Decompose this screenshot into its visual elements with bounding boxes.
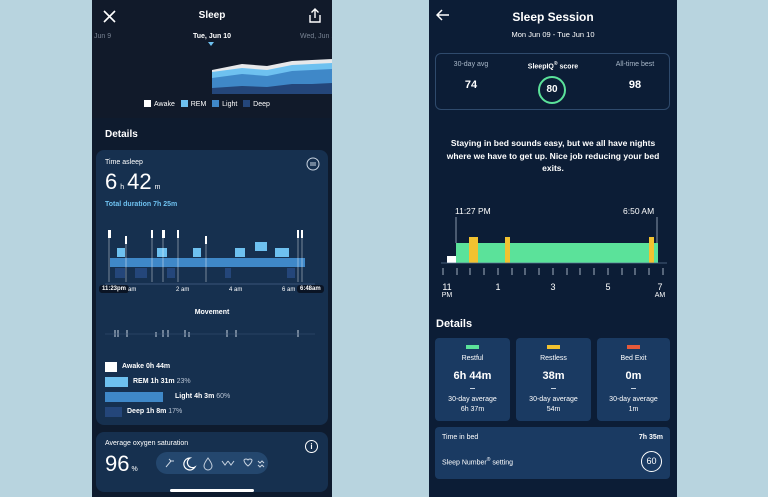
best-label: All-time best (615, 61, 655, 68)
awake-bar (105, 362, 117, 372)
restful-label: Restful (461, 355, 484, 362)
axis-7am: 7 AM (654, 282, 666, 299)
restful-value: 6h 44m (453, 370, 492, 382)
hypnogram-chart (105, 230, 315, 285)
axis-1: 1 (495, 282, 501, 292)
light-bar (105, 392, 163, 402)
hypnogram-tick-am: am (128, 287, 137, 293)
left-phone-screen: Sleep Jun 9 Tue, Jun 10 Wed, Jun 11 Awak… (92, 0, 332, 497)
movement-label: Movement (194, 309, 230, 316)
axis-11pm: 11 PM (441, 282, 453, 299)
avg-label: 30-day avg (453, 61, 489, 68)
date-next[interactable]: Wed, Jun 11 (300, 33, 332, 40)
time-in-bed-label: Time in bed (442, 434, 479, 441)
sleep-number-setting-dial[interactable]: 60 (641, 451, 662, 472)
time-in-bed-value: 7h 35m (638, 434, 663, 441)
hypnogram-tick-2am: 2 am (176, 287, 190, 293)
breakdown-icon[interactable] (306, 157, 320, 171)
bed-exit-avg-label: 30-day average (609, 396, 658, 403)
lungs-icon (165, 458, 174, 468)
back-arrow-icon[interactable] (436, 9, 450, 21)
moon-icon (183, 457, 197, 471)
restless-label: Restless (540, 355, 567, 362)
bed-exit-avg-value: 1m (628, 406, 639, 413)
date-prev[interactable]: Jun 9 (94, 33, 112, 40)
oxygen-value: 96% (105, 451, 138, 476)
time-asleep-card (96, 150, 328, 425)
wave-icon (221, 460, 235, 466)
awake-row: Awake 0h 44m (122, 363, 171, 370)
sleepiq-score-ring: 80 (538, 76, 566, 104)
breath-icon (257, 460, 265, 468)
hypnogram-tick-4am: 4 am (229, 287, 243, 293)
restless-color-swatch (547, 345, 560, 349)
bed-exit-divider (631, 388, 636, 389)
sleep-start-time: 11:23pm (99, 285, 130, 293)
page-title: Sleep (198, 10, 226, 21)
drop-icon (203, 457, 213, 471)
right-phone-screen: Sleep Session Mon Jun 09 - Tue Jun 10 30… (429, 0, 677, 497)
legend-awake: Awake (144, 100, 175, 108)
bed-exit-value: 0m (625, 370, 642, 382)
bed-summary-card: Time in bed 7h 35m Sleep Number® setting… (435, 427, 670, 479)
restful-avg-label: 30-day average (448, 396, 497, 403)
restful-divider (470, 388, 475, 389)
share-icon[interactable] (308, 8, 322, 23)
restless-value: 38m (542, 370, 565, 382)
time-asleep-label: Time asleep (105, 159, 143, 166)
stage-area-chart (212, 59, 332, 94)
legend-rem: REM (180, 100, 206, 108)
movement-chart (105, 330, 315, 337)
oxygen-label: Average oxygen saturation (105, 440, 189, 447)
timeline-end-time: 6:50 AM (623, 206, 655, 216)
deep-bar (105, 407, 122, 417)
details-heading: Details (105, 129, 138, 140)
metric-selector (156, 452, 268, 474)
restful-card[interactable]: Restful 6h 44m 30-day average 6h 37m (435, 338, 510, 421)
timeline-start-time: 11:27 PM (455, 206, 491, 216)
hypnogram-tick-6am: 6 am (282, 287, 296, 293)
bed-exit-card[interactable]: Bed Exit 0m 30-day average 1m (597, 338, 670, 421)
time-asleep-value: 6 h 42 m (105, 169, 161, 194)
insight-message: Staying in bed sounds easy, but we all h… (446, 138, 660, 173)
avg-value: 74 (464, 79, 478, 91)
sleep-header (92, 0, 332, 118)
restless-avg-value: 54m (546, 406, 561, 413)
total-duration: Total duration 7h 25m (105, 201, 178, 208)
best-value: 98 (628, 79, 642, 91)
heart-icon (243, 458, 253, 467)
restful-color-swatch (466, 345, 479, 349)
restless-divider (551, 388, 556, 389)
axis-5: 5 (605, 282, 611, 292)
details-heading: Details (436, 318, 473, 330)
date-current[interactable]: Tue, Jun 10 (193, 33, 231, 40)
sleepiq-label: SleepIQ® score (527, 61, 579, 71)
restless-avg-label: 30-day average (529, 396, 578, 403)
rem-bar (105, 377, 128, 387)
stage-legend: Awake REM Light Deep (144, 100, 270, 108)
info-icon[interactable]: i (305, 440, 318, 453)
sleep-number-label: Sleep Number® setting (442, 457, 514, 467)
session-title: Sleep Session (512, 10, 594, 24)
restless-card[interactable]: Restless 38m 30-day average 54m (516, 338, 591, 421)
bed-exit-label: Bed Exit (620, 355, 647, 362)
restful-avg-value: 6h 37m (460, 406, 485, 413)
session-date-range: Mon Jun 09 - Tue Jun 10 (511, 30, 595, 39)
light-row: Light 4h 3m 60% (175, 393, 231, 400)
axis-3: 3 (550, 282, 556, 292)
date-selector-indicator (208, 42, 214, 46)
legend-deep: Deep (243, 100, 270, 108)
close-icon[interactable] (103, 10, 116, 23)
sleep-end-time: 6:48am (297, 285, 324, 293)
home-indicator (170, 489, 254, 492)
rem-row: REM 1h 31m 23% (133, 378, 191, 385)
bed-exit-color-swatch (627, 345, 640, 349)
deep-row: Deep 1h 8m 17% (127, 408, 183, 415)
legend-light: Light (212, 100, 237, 108)
bed-timeline-chart (441, 217, 667, 275)
score-summary-card (435, 53, 670, 110)
